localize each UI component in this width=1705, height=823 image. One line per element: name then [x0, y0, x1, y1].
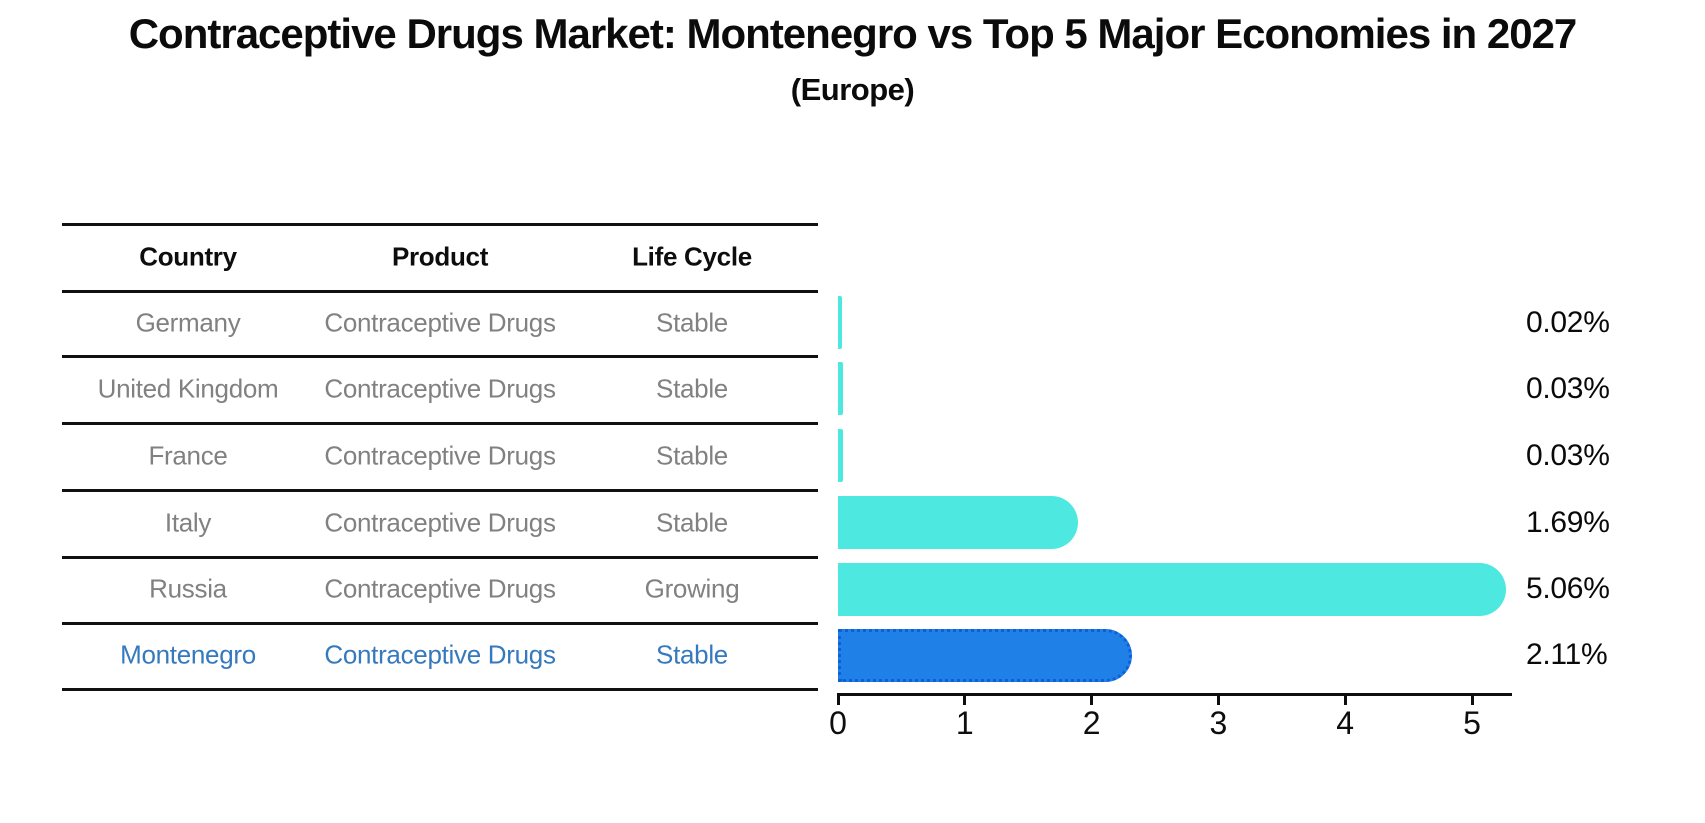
bar-montenegro: [838, 628, 1132, 682]
x-tick-mark-2: [1090, 693, 1094, 705]
column-header-product: Product: [391, 241, 489, 271]
x-tick-label-3: 3: [1209, 705, 1228, 741]
value-label-1.69%: 1.69%: [1526, 505, 1610, 539]
cell-product: Contraceptive Drugs: [324, 639, 556, 670]
x-tick-label-1: 1: [955, 705, 974, 741]
cell-life-cycle: Growing: [644, 573, 740, 604]
table-rule-1: [62, 290, 818, 293]
cell-product: Contraceptive Drugs: [324, 373, 556, 403]
cell-life-cycle: Stable: [656, 639, 728, 670]
column-header-country: Country: [139, 241, 237, 271]
x-tick-mark-3: [1216, 693, 1220, 705]
x-tick-label-4: 4: [1336, 705, 1355, 741]
bar-italy: [838, 496, 1079, 549]
table-rule-4: [62, 489, 818, 492]
table-rule-7: [62, 688, 818, 691]
table-rule-2: [62, 355, 818, 358]
bar-france: [838, 429, 843, 482]
value-label-5.06%: 5.06%: [1526, 572, 1610, 605]
x-tick-label-2: 2: [1082, 705, 1101, 741]
cell-country: Montenegro: [120, 639, 256, 670]
x-tick-mark-0: [836, 693, 840, 705]
cell-life-cycle: Stable: [656, 307, 728, 337]
cell-country: Italy: [164, 507, 212, 537]
table-rule-3: [62, 422, 818, 425]
x-tick-mark-4: [1343, 693, 1347, 705]
x-tick-label-5: 5: [1463, 705, 1481, 741]
value-label-2.11%: 2.11%: [1526, 638, 1608, 671]
x-tick-label-0: 0: [829, 705, 847, 741]
cell-country: Russia: [149, 573, 227, 604]
value-label-0.03%: 0.03%: [1526, 438, 1610, 472]
value-label-0.03%: 0.03%: [1526, 371, 1610, 405]
table-rule-5: [62, 556, 818, 559]
cell-country: France: [148, 440, 228, 470]
bar-russia: [838, 562, 1506, 616]
cell-country: United Kingdom: [97, 373, 279, 403]
bar-germany: [838, 296, 842, 349]
cell-product: Contraceptive Drugs: [324, 573, 556, 604]
x-tick-mark-1: [963, 693, 967, 705]
chart-subtitle: (Europe): [790, 72, 915, 107]
cell-life-cycle: Stable: [656, 507, 728, 537]
value-label-0.02%: 0.02%: [1526, 305, 1610, 339]
cell-life-cycle: Stable: [656, 373, 728, 403]
table-rule-0: [62, 223, 818, 226]
chart-title: Contraceptive Drugs Market: Montenegro v…: [128, 10, 1578, 57]
column-header-life-cycle: Life Cycle: [632, 241, 752, 271]
table-rule-6: [62, 622, 818, 625]
cell-life-cycle: Stable: [656, 440, 728, 470]
cell-product: Contraceptive Drugs: [324, 307, 556, 337]
x-tick-mark-5: [1470, 693, 1474, 705]
cell-country: Germany: [135, 307, 241, 337]
bar-united-kingdom: [838, 362, 843, 415]
cell-product: Contraceptive Drugs: [324, 440, 556, 470]
x-axis-line: [837, 693, 1512, 696]
cell-product: Contraceptive Drugs: [324, 507, 556, 537]
